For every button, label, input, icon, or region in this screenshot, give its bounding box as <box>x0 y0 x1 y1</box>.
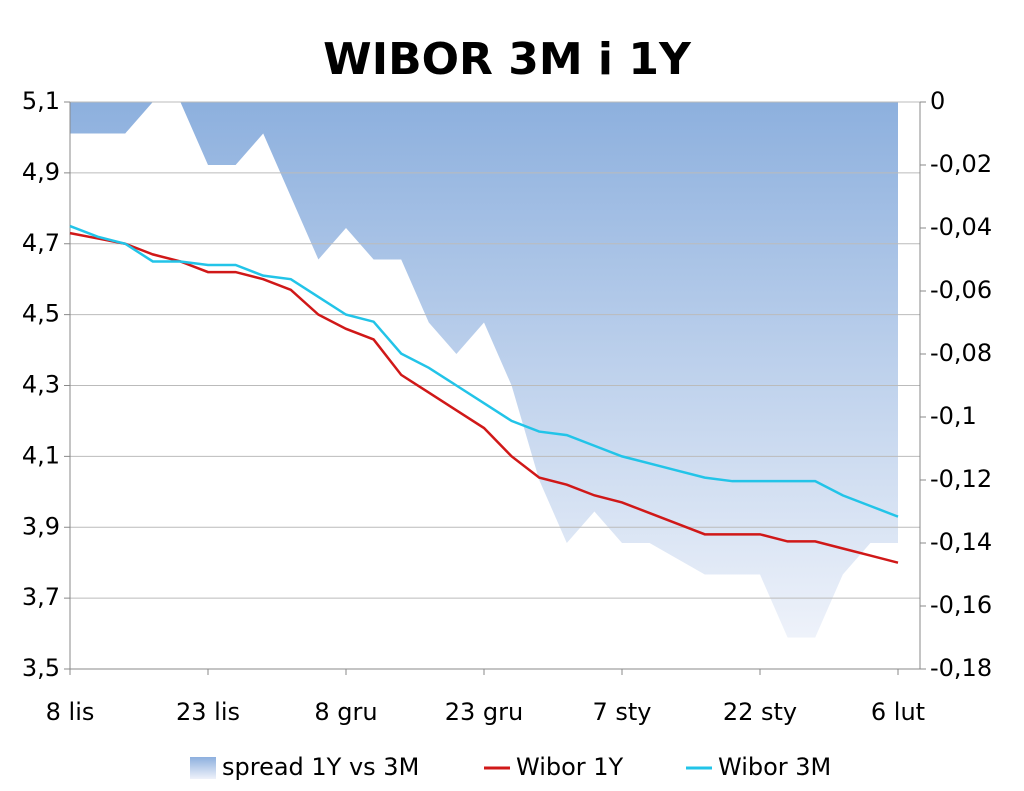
x-tick-label: 22 sty <box>723 698 797 726</box>
y2-tick-label: -0,06 <box>930 276 992 304</box>
y-tick-label: 4,7 <box>22 229 60 257</box>
y-tick-label: 5,1 <box>22 87 60 115</box>
y2-tick-label: -0,1 <box>930 402 977 430</box>
x-tick-label: 23 gru <box>445 698 523 726</box>
legend-label: Wibor 1Y <box>516 753 624 781</box>
legend-label: Wibor 3M <box>718 753 831 781</box>
legend-label: spread 1Y vs 3M <box>222 753 419 781</box>
x-tick-label: 7 sty <box>592 698 651 726</box>
y2-tick-label: -0,12 <box>930 465 992 493</box>
series-line <box>69 231 899 564</box>
y-tick-label: 3,9 <box>22 512 60 540</box>
y2-tick-label: -0,04 <box>930 213 992 241</box>
chart-title: WIBOR 3M i 1Y <box>323 34 692 85</box>
y-tick-label: 4,1 <box>22 441 60 469</box>
x-tick-label: 8 lis <box>46 698 95 726</box>
series-line <box>69 224 899 518</box>
y2-tick-label: -0,14 <box>930 528 992 556</box>
x-tick-label: 8 gru <box>314 698 377 726</box>
y-tick-label: 3,5 <box>22 654 60 682</box>
y2-tick-label: 0 <box>930 87 945 115</box>
legend-swatch <box>190 757 216 779</box>
y-tick-label: 4,3 <box>22 371 60 399</box>
y-tick-label: 4,9 <box>22 158 60 186</box>
y-tick-label: 3,7 <box>22 583 60 611</box>
x-tick-label: 6 lut <box>871 698 925 726</box>
y-tick-label: 4,5 <box>22 300 60 328</box>
y2-tick-label: -0,16 <box>930 591 992 619</box>
x-tick-label: 23 lis <box>176 698 240 726</box>
y2-tick-label: -0,08 <box>930 339 992 367</box>
spread-area <box>70 102 898 638</box>
y2-tick-label: -0,02 <box>930 150 992 178</box>
y2-tick-label: -0,18 <box>930 654 992 682</box>
